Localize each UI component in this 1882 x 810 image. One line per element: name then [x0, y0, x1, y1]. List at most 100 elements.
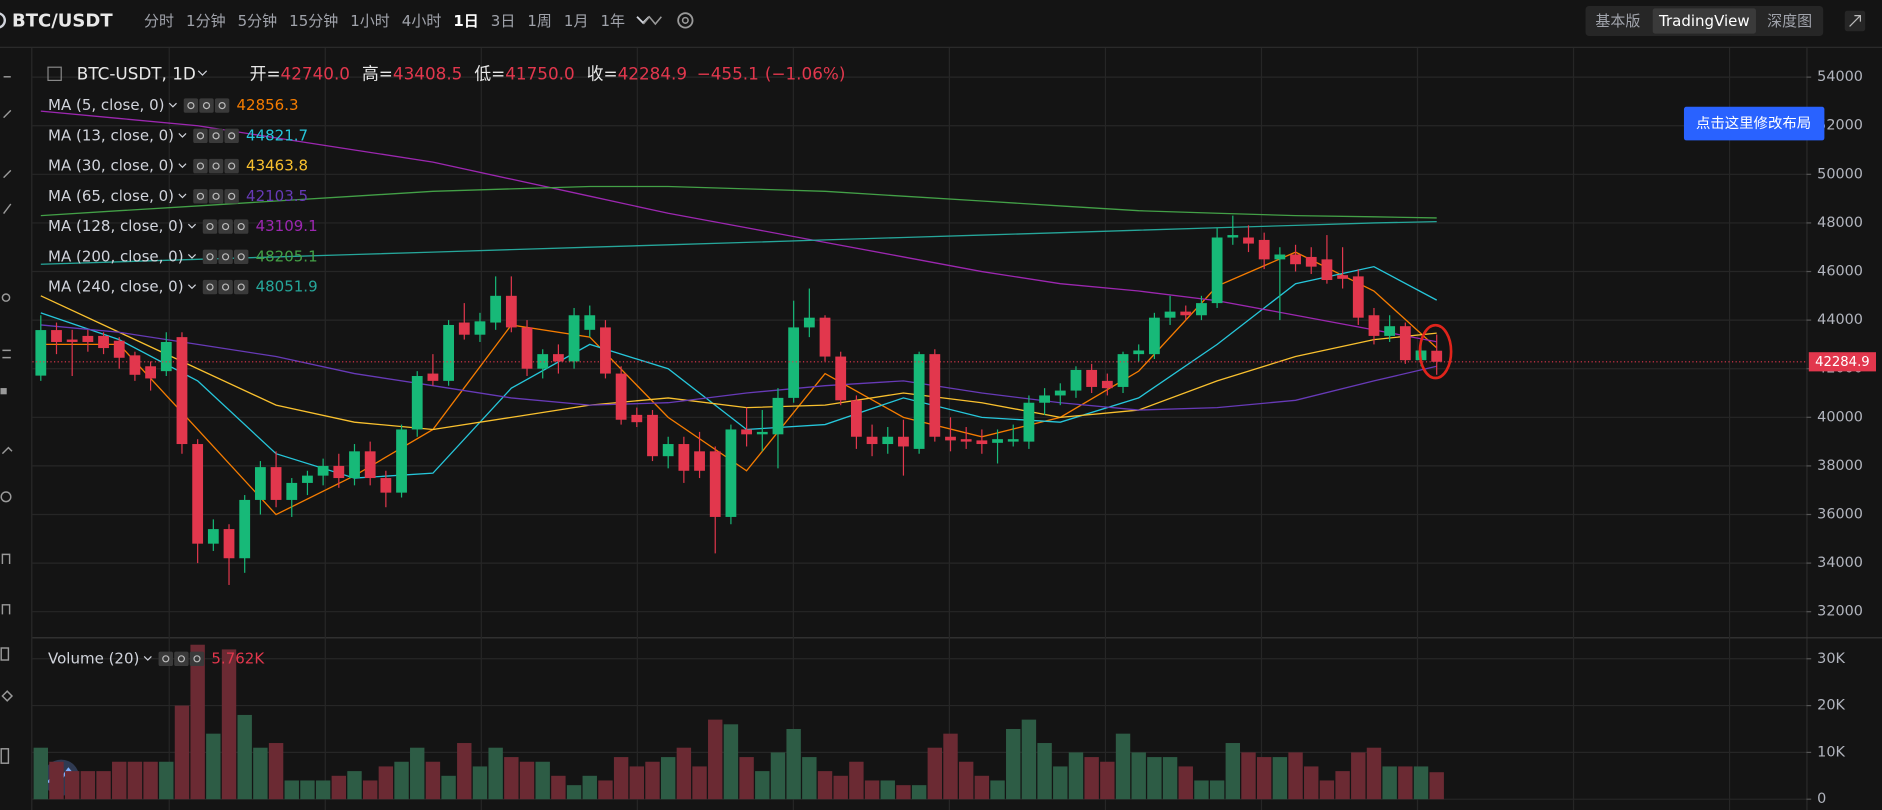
- ma-chevron[interactable]: [187, 223, 197, 229]
- left-toolbar[interactable]: [0, 76, 14, 764]
- indicator-button[interactable]: [193, 189, 208, 204]
- indicator-button-glyph: [202, 102, 211, 110]
- candle-body: [270, 467, 282, 500]
- volume-bar: [1225, 743, 1241, 800]
- indicator-button[interactable]: [224, 189, 239, 204]
- view-tab[interactable]: 基本版: [1595, 12, 1640, 30]
- candle-body: [1180, 311, 1192, 316]
- volume-bar: [755, 771, 770, 800]
- volume-bar: [676, 747, 692, 800]
- volume-bar: [112, 761, 127, 800]
- ma-chevron[interactable]: [187, 253, 197, 259]
- interval-option[interactable]: 15分钟: [289, 12, 338, 30]
- interval-option[interactable]: 1月: [564, 12, 589, 30]
- candle-body: [1258, 239, 1270, 260]
- ma-chevron[interactable]: [168, 102, 177, 108]
- indicator-button[interactable]: [183, 98, 199, 113]
- volume-bar: [802, 757, 817, 800]
- indicator-button[interactable]: [208, 158, 224, 174]
- interval-option[interactable]: 1小时: [350, 12, 390, 30]
- indicator-button[interactable]: [208, 128, 224, 144]
- candle-body: [1086, 369, 1098, 387]
- view-tab[interactable]: TradingView: [1658, 12, 1750, 30]
- indicator-button[interactable]: [224, 128, 239, 144]
- candle-body: [913, 354, 925, 449]
- volume-chevron[interactable]: [143, 655, 152, 661]
- indicator-button[interactable]: [233, 249, 249, 264]
- interval-option[interactable]: 1日: [453, 12, 478, 30]
- settings-icon[interactable]: [677, 12, 694, 29]
- volume-bar: [378, 766, 394, 800]
- time-grid: [168, 48, 1731, 810]
- candle-body: [835, 356, 847, 401]
- indicator-button[interactable]: [233, 279, 249, 295]
- volume-bar: [64, 771, 80, 800]
- symbol: BTC-USDT, 1D: [77, 63, 196, 83]
- symbol-chevron[interactable]: [197, 70, 208, 76]
- candle-body: [505, 295, 517, 328]
- indicator-button[interactable]: [193, 158, 208, 174]
- indicator-button[interactable]: [202, 219, 218, 234]
- interval-option[interactable]: 3日: [491, 12, 516, 30]
- ma-chevron[interactable]: [178, 193, 187, 199]
- candle-body: [898, 436, 909, 447]
- candle-body: [631, 414, 643, 423]
- y-tick-label: 50000: [1817, 166, 1863, 182]
- indicator-button[interactable]: [218, 279, 233, 295]
- volume-bar: [896, 785, 911, 800]
- ma-chevron[interactable]: [178, 163, 187, 169]
- ma-line: [40, 185, 1437, 219]
- candle-body: [1305, 256, 1317, 267]
- interval-option[interactable]: 分时: [144, 12, 174, 30]
- volume-bar: [566, 785, 582, 800]
- view-tab[interactable]: 深度图: [1767, 12, 1812, 30]
- volume-value: 5.762K: [211, 649, 265, 667]
- candle-body: [176, 337, 188, 445]
- interval-option[interactable]: 5分钟: [238, 12, 278, 30]
- legend: BTC-USDT, 1D 开= 42740.0 高= 43408.5 低= 41750.0 收…: [47, 63, 845, 667]
- collapse-icon[interactable]: [47, 66, 62, 81]
- volume-bar: [1021, 719, 1037, 800]
- interval-option[interactable]: 4小时: [402, 12, 442, 30]
- candle-body: [1070, 369, 1082, 391]
- ma-value: 42856.3: [237, 96, 299, 114]
- volume-bar: [1194, 780, 1209, 800]
- candle-body: [302, 475, 313, 483]
- volume-bar: [1335, 771, 1350, 800]
- ma-chevron[interactable]: [178, 133, 187, 138]
- indicator-button[interactable]: [218, 249, 233, 264]
- volume-bar: [1037, 743, 1052, 800]
- candle-body: [239, 499, 251, 559]
- y-tick-label: 44000: [1817, 312, 1863, 328]
- indicator-button[interactable]: [218, 219, 233, 234]
- indicator-button[interactable]: [208, 189, 224, 204]
- volume-bar: [1100, 761, 1115, 800]
- ma-chevron[interactable]: [187, 284, 197, 290]
- candle-body: [207, 529, 219, 544]
- ma-value: 42103.5: [246, 187, 308, 205]
- ohlc-value: 42740.0: [281, 63, 350, 83]
- interval-option[interactable]: 1周: [527, 12, 552, 30]
- interval-option[interactable]: 1分钟: [186, 12, 226, 30]
- interval-option[interactable]: 1年: [600, 12, 625, 30]
- indicator-button[interactable]: [202, 279, 218, 295]
- indicator-button[interactable]: [214, 98, 230, 113]
- indicator-icon[interactable]: [642, 15, 662, 26]
- volume-bar: [127, 761, 143, 800]
- indicator-button[interactable]: [233, 219, 249, 234]
- candle-body: [145, 366, 156, 379]
- indicator-button[interactable]: [199, 98, 214, 113]
- indicator-button[interactable]: [189, 651, 205, 666]
- indicator-button[interactable]: [174, 651, 189, 666]
- volume-bar: [268, 743, 284, 800]
- indicator-button[interactable]: [224, 158, 239, 174]
- indicator-button[interactable]: [158, 651, 173, 666]
- indicator-button[interactable]: [193, 128, 208, 144]
- indicator-button[interactable]: [202, 249, 218, 264]
- volume-bar: [49, 761, 64, 800]
- volume-bar: [221, 649, 237, 800]
- volume-bar: [1131, 752, 1146, 800]
- tooltip-box[interactable]: [1683, 106, 1825, 141]
- volume-bar: [660, 757, 676, 800]
